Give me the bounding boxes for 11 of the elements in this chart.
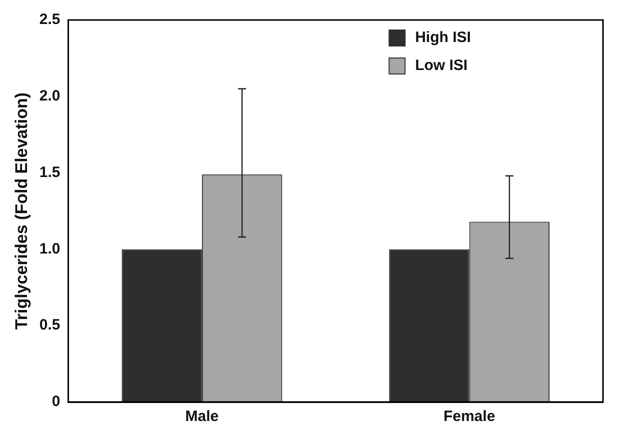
legend-label: High ISI bbox=[415, 29, 471, 46]
y-axis-title: Triglycerides (Fold Elevation) bbox=[12, 92, 31, 330]
y-tick-label: 1.0 bbox=[39, 240, 60, 258]
y-tick-label: 2.0 bbox=[39, 88, 60, 105]
y-tick-label: 2.5 bbox=[39, 11, 60, 28]
legend-label: Low ISI bbox=[415, 57, 468, 74]
x-tick-label: Female bbox=[443, 408, 496, 426]
y-tick-label: 0 bbox=[52, 393, 60, 410]
y-tick-label: 1.5 bbox=[39, 164, 60, 181]
y-tick-label: 0.5 bbox=[39, 316, 60, 334]
x-tick-label: Male bbox=[185, 408, 219, 426]
